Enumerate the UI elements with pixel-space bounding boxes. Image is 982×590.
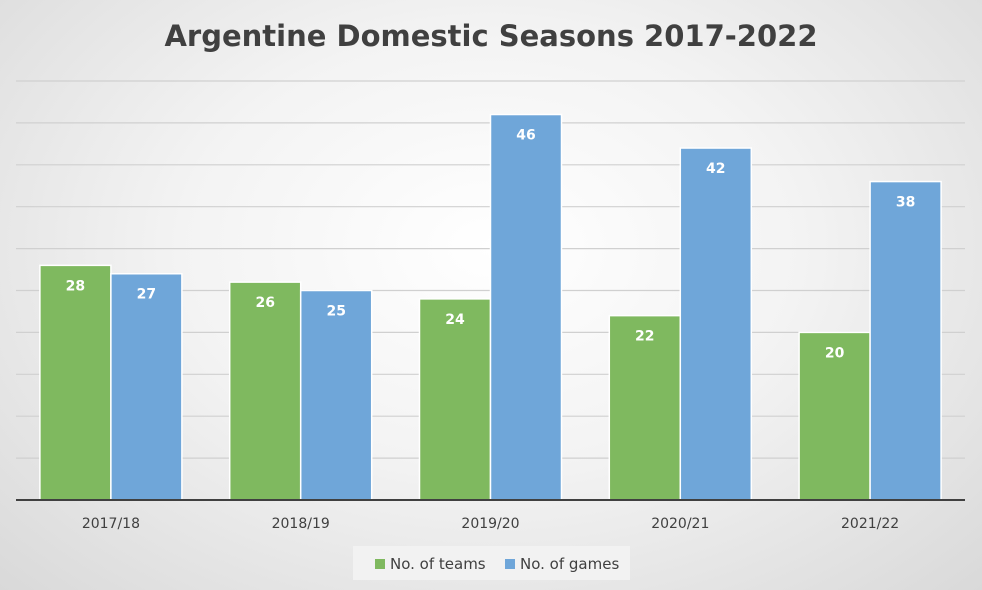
bar-teams-2018-19 [228, 281, 302, 501]
bar-teams-2019-20 [418, 298, 492, 501]
x-tick-label: 2020/21 [651, 516, 709, 532]
x-tick-label: 2017/18 [82, 516, 140, 532]
bar-teams-2021-22 [798, 331, 871, 501]
data-label: 26 [255, 295, 274, 311]
bar-teams-2017-18 [39, 264, 112, 501]
bar-games-2021-22 [869, 180, 942, 501]
x-tick-label: 2019/20 [461, 516, 519, 532]
data-label: 24 [445, 312, 465, 328]
legend-box [353, 546, 630, 580]
legend-swatch-games [505, 559, 515, 569]
legend: No. of teams No. of games [353, 546, 630, 580]
x-tick-label: 2018/19 [272, 516, 330, 532]
data-label: 22 [635, 329, 654, 345]
x-tick-label: 2021/22 [841, 516, 899, 532]
data-label: 42 [706, 161, 725, 177]
legend-swatch-teams [375, 559, 385, 569]
chart-title: Argentine Domestic Seasons 2017-2022 [164, 19, 817, 53]
bar-games-2017-18 [110, 272, 183, 501]
bar-games-2020-21 [679, 147, 753, 501]
bar-games-2018-19 [299, 289, 373, 501]
bars [39, 113, 942, 501]
data-labels: 28 27 26 25 24 46 22 42 20 38 [66, 128, 916, 362]
data-label: 20 [825, 345, 845, 361]
data-label: 28 [66, 278, 85, 294]
bar-games-2019-20 [489, 113, 563, 501]
legend-label-teams: No. of teams [390, 555, 486, 573]
legend-label-games: No. of games [520, 555, 619, 573]
data-label: 27 [137, 287, 156, 303]
data-label: 46 [516, 128, 535, 144]
data-label: 38 [896, 195, 915, 211]
x-tick-labels: 2017/18 2018/19 2019/20 2020/21 2021/22 [82, 516, 899, 532]
data-label: 25 [326, 304, 345, 320]
